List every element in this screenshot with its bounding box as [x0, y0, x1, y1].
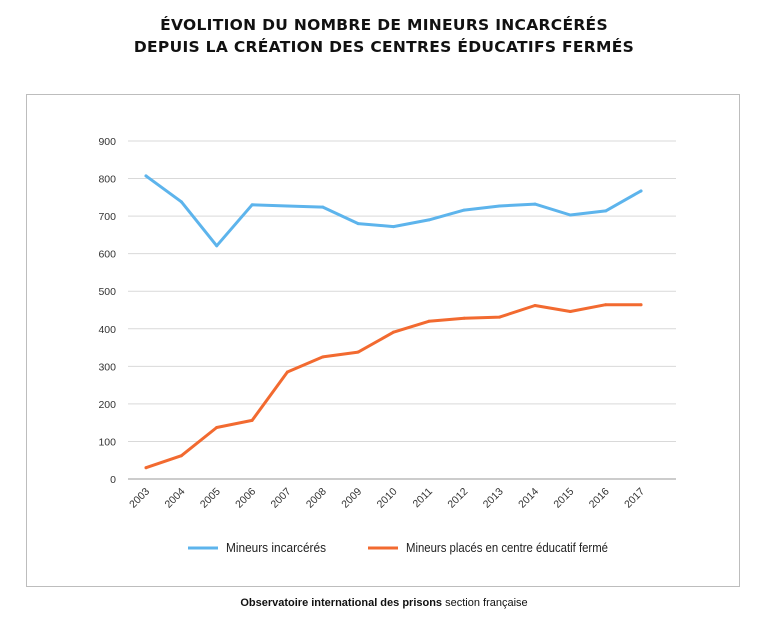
data-point	[144, 174, 148, 178]
y-tick-label: 700	[98, 211, 116, 223]
x-tick-label: 2008	[304, 486, 329, 511]
x-tick-label: 2010	[375, 486, 400, 511]
data-point	[356, 350, 360, 354]
data-point	[427, 218, 431, 222]
data-point	[321, 355, 325, 359]
x-tick-label: 2004	[162, 486, 187, 511]
y-tick-label: 900	[98, 136, 116, 148]
data-point	[285, 204, 289, 208]
data-point	[639, 189, 643, 193]
source-footer: Observatoire international des prisons s…	[0, 597, 768, 609]
x-tick-label: 2012	[445, 486, 470, 511]
chart-frame	[26, 94, 740, 587]
data-point	[356, 222, 360, 226]
data-point	[498, 204, 502, 208]
data-point	[321, 205, 325, 209]
x-tick-label: 2017	[622, 486, 647, 511]
data-point	[498, 315, 502, 319]
y-tick-label: 600	[98, 249, 116, 261]
x-tick-label: 2016	[587, 486, 612, 511]
grid-lines	[128, 140, 676, 480]
x-tick-label: 2005	[198, 486, 223, 511]
y-tick-labels: 0 100 200 300 400 500 600 700 800 900	[98, 136, 116, 486]
y-tick-label: 300	[98, 361, 116, 373]
data-point	[427, 319, 431, 323]
data-point	[462, 208, 466, 212]
y-tick-label: 800	[98, 174, 116, 186]
y-tick-label: 400	[98, 324, 116, 336]
x-tick-label: 2003	[127, 486, 152, 511]
y-tick-label: 500	[98, 286, 116, 298]
data-point	[392, 225, 396, 229]
data-point	[604, 303, 608, 307]
x-tick-label: 2009	[339, 486, 364, 511]
series-lines	[144, 174, 643, 470]
data-point	[639, 303, 643, 307]
data-point	[462, 316, 466, 320]
source-organization: Observatoire international des prisons	[240, 597, 443, 609]
y-tick-label: 200	[98, 399, 116, 411]
x-tick-labels: 2003 2004 2005 2006 2007 2008 2009 2010 2011 2012…	[127, 486, 647, 511]
data-point	[392, 330, 396, 334]
data-point	[568, 310, 572, 314]
data-point	[533, 303, 537, 307]
chart-title-line-2: DEPUIS LA CRÉATION DES CENTRES ÉDUCATIFS…	[133, 38, 635, 56]
x-tick-label: 2015	[551, 486, 576, 511]
data-point	[250, 418, 254, 422]
legend: Mineurs incarcérés Mineurs placés en cent…	[188, 541, 608, 555]
chart-title-line-1: ÉVOLITION DU NOMBRE DE MINEURS INCARCÉRÉ…	[160, 16, 608, 34]
data-point	[568, 213, 572, 217]
x-tick-label: 2006	[233, 486, 258, 511]
legend-label: Mineurs incarcérés	[226, 541, 326, 555]
x-tick-label: 2013	[481, 486, 506, 511]
x-tick-label: 2007	[269, 486, 294, 511]
data-point	[215, 426, 219, 430]
data-point	[533, 202, 537, 206]
x-tick-label: 2011	[411, 486, 436, 511]
data-point	[250, 203, 254, 207]
chart-title: ÉVOLITION DU NOMBRE DE MINEURS INCARCÉRÉ…	[0, 14, 768, 58]
data-point	[179, 454, 183, 458]
data-point	[604, 209, 608, 213]
data-point	[285, 370, 289, 374]
x-tick-label: 2014	[516, 486, 541, 511]
source-suffix: section française	[445, 597, 528, 609]
y-tick-label: 0	[110, 474, 116, 486]
y-tick-label: 100	[98, 436, 116, 448]
series-line-1	[144, 174, 643, 248]
data-point	[144, 466, 148, 470]
legend-label: Mineurs placés en centre éducatif fermé	[406, 541, 608, 555]
data-point	[179, 200, 183, 204]
data-point	[215, 244, 219, 248]
